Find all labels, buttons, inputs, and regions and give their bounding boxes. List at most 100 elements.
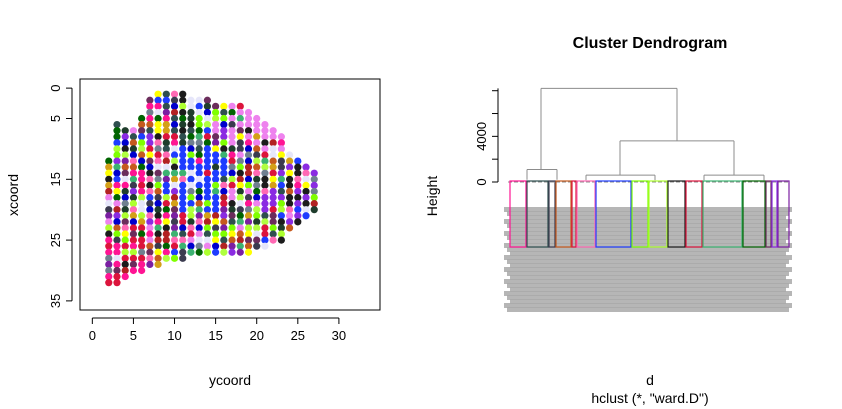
scatter-point: [187, 114, 195, 123]
scatter-point: [129, 212, 138, 220]
scatter-point: [195, 120, 203, 129]
scatter-point: [294, 187, 302, 196]
scatter-point: [203, 145, 211, 153]
scatter-point: [228, 187, 236, 196]
scatter-point: [203, 242, 211, 250]
scatter-point: [162, 218, 170, 226]
scatter-point: [121, 200, 129, 208]
cluster-rectangle: [702, 180, 743, 248]
scatter-point: [146, 127, 154, 135]
scatter-y-axis: 0 5 15 25 35: [48, 85, 73, 308]
scatter-point: [187, 96, 195, 104]
scatter-point: [154, 230, 162, 238]
scatter-point: [253, 169, 261, 177]
scatter-point: [170, 151, 179, 159]
scatter-point: [244, 133, 253, 141]
scatter-point: [269, 145, 277, 153]
scatter-point: [261, 206, 269, 214]
scatter-point: [236, 145, 244, 153]
scatter-point: [187, 108, 195, 117]
scatter-point: [179, 181, 187, 189]
scatter-point: [113, 224, 121, 232]
scatter-point: [244, 163, 253, 171]
scatter-point: [113, 242, 121, 250]
scatter-point: [195, 193, 203, 202]
scatter-point: [162, 242, 170, 250]
scatter-point: [170, 169, 179, 177]
scatter-point: [220, 151, 228, 159]
scatter-point: [277, 187, 285, 196]
cluster-rectangle: [742, 180, 766, 248]
scatter-point: [244, 206, 253, 214]
scatter-point: [269, 193, 277, 202]
scatter-point: [285, 206, 294, 214]
scatter-point: [203, 187, 211, 196]
scatter-point: [138, 236, 146, 244]
scatter-point: [162, 181, 170, 189]
scatter-point: [212, 127, 220, 135]
scatter-point: [170, 163, 179, 171]
scatter-point: [195, 133, 203, 141]
scatter-point: [121, 193, 129, 202]
scatter-point: [162, 206, 170, 214]
cluster-rectangle: [777, 180, 790, 248]
scatter-point: [294, 181, 302, 189]
scatter-point: [212, 187, 220, 196]
scatter-point: [121, 169, 129, 177]
cluster-rectangle: [509, 180, 527, 248]
scatter-point: [253, 175, 261, 183]
scatter-point: [154, 169, 162, 177]
scatter-point: [138, 254, 146, 262]
scatter-point: [244, 193, 253, 202]
scatter-point: [253, 200, 261, 208]
scatter-point: [129, 181, 138, 189]
scatter-point: [220, 200, 228, 208]
scatter-point: [269, 236, 277, 244]
scatter-point: [179, 96, 187, 104]
cluster-rectangle: [765, 180, 772, 248]
scatter-point: [113, 200, 121, 208]
scatter-point: [146, 157, 154, 165]
scatter-point: [154, 212, 162, 220]
scatter-point: [138, 266, 146, 275]
scatter-point: [146, 133, 154, 141]
scatter-point: [154, 120, 162, 129]
scatter-point: [269, 200, 277, 208]
scatter-point: [138, 114, 146, 123]
scatter-point: [129, 254, 138, 262]
scatter-point: [138, 187, 146, 196]
scatter-x-tick-label: 5: [130, 328, 137, 343]
scatter-point: [244, 212, 253, 220]
scatter-point: [138, 151, 146, 159]
scatter-point: [138, 181, 146, 189]
scatter-point: [220, 175, 228, 183]
scatter-point: [121, 272, 129, 281]
scatter-point: [236, 157, 244, 165]
scatter-point: [236, 206, 244, 214]
scatter-point: [121, 163, 129, 171]
scatter-point: [253, 163, 261, 171]
scatter-point: [105, 279, 113, 287]
scatter-point: [244, 181, 253, 189]
scatter-point: [129, 187, 138, 196]
scatter-point: [179, 133, 187, 141]
scatter-point: [154, 206, 162, 214]
scatter-point: [113, 175, 121, 183]
scatter-point: [187, 102, 195, 110]
scatter-point: [277, 224, 285, 232]
scatter-point: [310, 200, 318, 208]
scatter-point: [212, 114, 220, 123]
scatter-point: [170, 114, 179, 123]
scatter-point: [162, 102, 170, 110]
scatter-point: [154, 242, 162, 250]
cluster-rectangle: [648, 180, 668, 248]
scatter-point: [228, 151, 236, 159]
scatter-point: [138, 133, 146, 141]
scatter-point: [277, 206, 285, 214]
dendrogram-branches: [508, 87, 788, 183]
scatter-point: [170, 90, 179, 98]
scatter-point: [269, 206, 277, 214]
scatter-point: [203, 200, 211, 208]
leaf-label-band: [507, 283, 789, 288]
scatter-point: [195, 127, 203, 135]
